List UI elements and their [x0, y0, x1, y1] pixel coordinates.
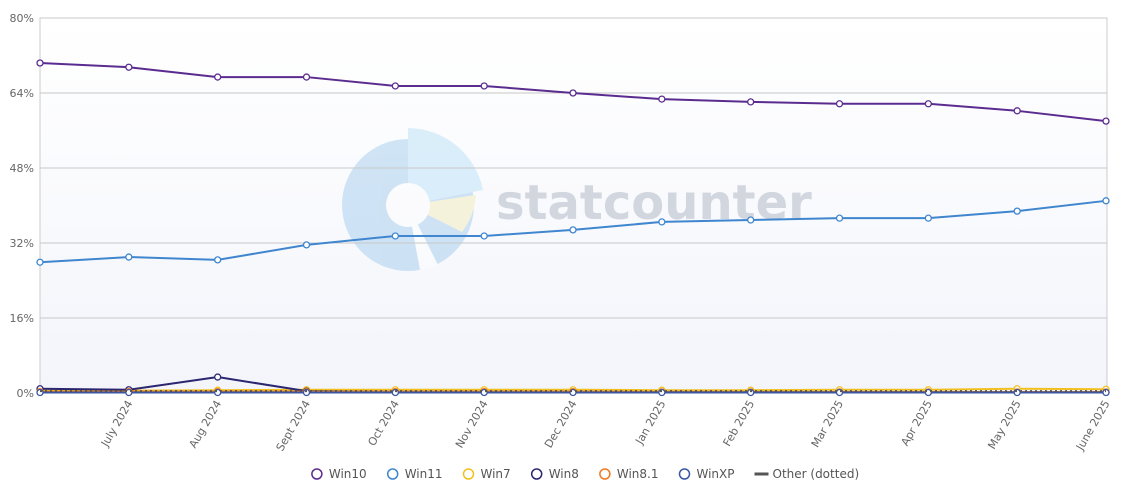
- y-tick-label: 48%: [10, 162, 34, 175]
- data-point: [481, 233, 487, 239]
- legend-label: Win8.1: [617, 467, 659, 481]
- x-tick-label: May 2025: [985, 398, 1023, 451]
- legend-item: Win8.1: [600, 467, 659, 481]
- legend-marker: [600, 469, 610, 479]
- legend-marker: [312, 469, 322, 479]
- x-tick-label: Oct 2024: [365, 398, 402, 448]
- x-tick-label: Sept 2024: [274, 398, 314, 453]
- data-point: [304, 242, 310, 248]
- data-point: [37, 259, 43, 265]
- y-tick-label: 0%: [17, 387, 34, 400]
- x-tick-label: Aug 2024: [187, 398, 225, 450]
- data-point: [1103, 198, 1109, 204]
- legend-item: Win8: [532, 467, 579, 481]
- data-point: [837, 101, 843, 107]
- data-point: [748, 99, 754, 105]
- data-point: [925, 101, 931, 107]
- legend-label: Win10: [329, 467, 367, 481]
- data-point: [37, 60, 43, 66]
- data-point: [570, 90, 576, 96]
- data-point: [215, 257, 221, 263]
- data-point: [1103, 118, 1109, 124]
- data-point: [748, 217, 754, 223]
- legend-label: Win8: [549, 467, 579, 481]
- data-point: [215, 374, 221, 380]
- x-tick-label: July 2024: [98, 398, 135, 450]
- y-tick-label: 16%: [10, 312, 34, 325]
- data-point: [392, 83, 398, 89]
- data-point: [925, 215, 931, 221]
- y-tick-label: 80%: [10, 12, 34, 25]
- data-point: [215, 74, 221, 80]
- legend-item: Win7: [464, 467, 511, 481]
- data-point: [1014, 108, 1020, 114]
- legend-item: Win10: [312, 467, 367, 481]
- legend-item: Win11: [388, 467, 443, 481]
- x-tick-label: June 2025: [1073, 398, 1112, 453]
- x-tick-label: Dec 2024: [542, 398, 580, 450]
- legend-label: WinXP: [697, 467, 735, 481]
- y-tick-label: 32%: [10, 237, 34, 250]
- x-tick-label: Nov 2024: [453, 398, 491, 450]
- data-point: [659, 219, 665, 225]
- data-point: [837, 215, 843, 221]
- data-point: [570, 227, 576, 233]
- legend-label: Win7: [481, 467, 511, 481]
- data-point: [304, 74, 310, 80]
- legend-item: WinXP: [680, 467, 735, 481]
- data-point: [126, 64, 132, 70]
- legend-marker: [532, 469, 542, 479]
- x-tick-label: Apr 2025: [898, 398, 935, 448]
- data-point: [1014, 208, 1020, 214]
- y-tick-label: 64%: [10, 87, 34, 100]
- data-point: [392, 233, 398, 239]
- x-tick-label: Feb 2025: [721, 398, 758, 449]
- legend-label: Other (dotted): [773, 467, 860, 481]
- data-point: [481, 83, 487, 89]
- x-tick-label: Jan 2025: [632, 398, 668, 447]
- legend-item: Other (dotted): [755, 467, 860, 481]
- x-tick-label: Mar 2025: [809, 398, 846, 450]
- data-point: [126, 254, 132, 260]
- data-point: [659, 96, 665, 102]
- legend-marker: [464, 469, 474, 479]
- legend-marker: [680, 469, 690, 479]
- legend-marker: [388, 469, 398, 479]
- legend-label: Win11: [405, 467, 443, 481]
